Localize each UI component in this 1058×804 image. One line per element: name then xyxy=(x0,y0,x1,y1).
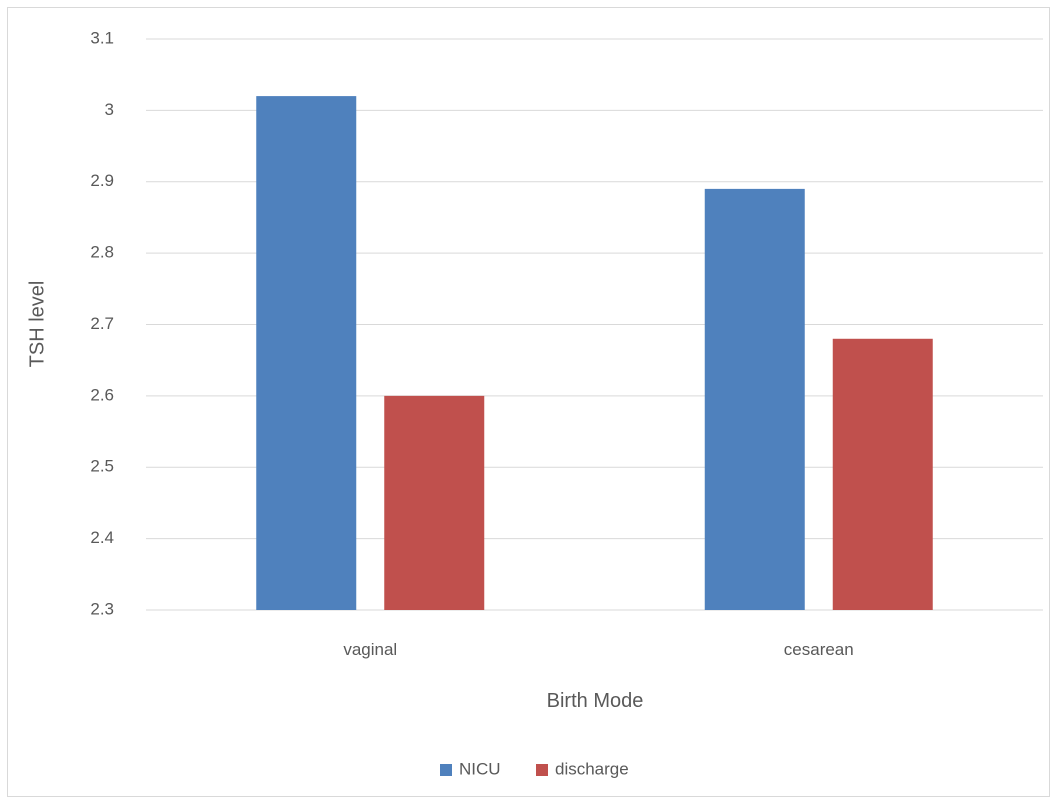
legend-item-nicu: NICU xyxy=(440,759,501,778)
y-tick-label: 2.4 xyxy=(90,528,114,547)
y-tick-label: 2.5 xyxy=(90,457,114,476)
x-axis-title: Birth Mode xyxy=(547,690,644,712)
legend: NICU discharge xyxy=(440,759,629,778)
legend-label: discharge xyxy=(555,759,629,778)
legend-swatch xyxy=(536,764,548,776)
bar-discharge-cesarean xyxy=(832,338,933,610)
y-axis-title: TSH level xyxy=(26,281,48,368)
legend-swatch xyxy=(440,764,452,776)
y-tick-label: 3.1 xyxy=(90,28,114,47)
y-tick-label: 3 xyxy=(105,100,114,119)
legend-item-discharge: discharge xyxy=(536,759,629,778)
y-tick-label: 2.6 xyxy=(90,385,114,404)
bar-discharge-vaginal xyxy=(384,395,485,610)
y-tick-label: 2.9 xyxy=(90,171,114,190)
y-tick-label: 2.7 xyxy=(90,314,114,333)
y-tick-label: 2.3 xyxy=(90,599,114,618)
y-tick-label: 2.8 xyxy=(90,243,114,262)
x-tick-label: cesarean xyxy=(784,640,854,659)
y-tick-labels: 2.3 2.4 2.5 2.6 2.7 2.8 2.9 3 3.1 xyxy=(90,28,114,618)
bar-nicu-cesarean xyxy=(704,188,805,610)
bar-nicu-vaginal xyxy=(256,96,357,611)
legend-label: NICU xyxy=(459,759,501,778)
x-tick-labels: vaginal cesarean xyxy=(343,640,853,659)
bars xyxy=(256,96,933,611)
x-tick-label: vaginal xyxy=(343,640,397,659)
